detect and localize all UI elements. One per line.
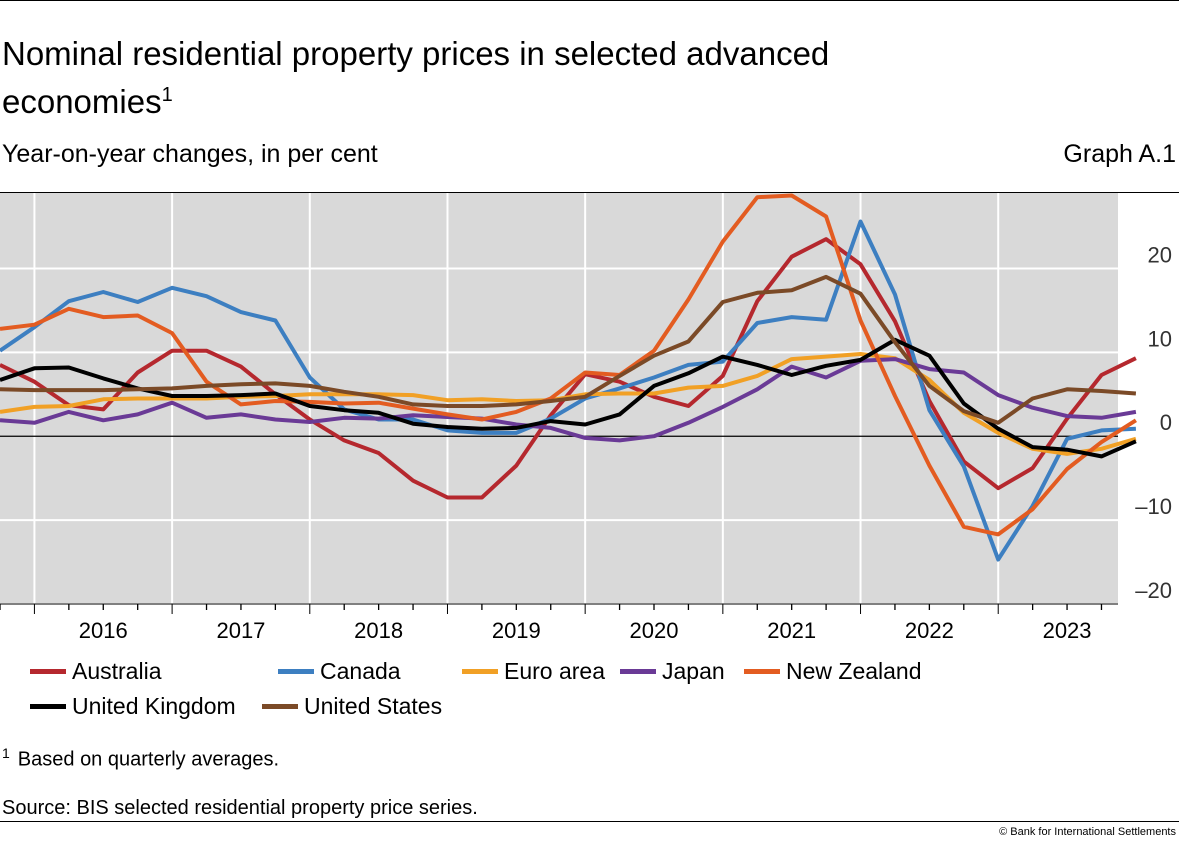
legend-item-canada: Canada xyxy=(278,658,401,685)
chart-subtitle: Year-on-year changes, in per cent xyxy=(2,140,378,168)
y-tick-label: 0 xyxy=(1160,410,1172,435)
x-tick-label: 2019 xyxy=(492,618,541,643)
legend-item-australia: Australia xyxy=(30,658,161,685)
legend-swatch xyxy=(30,669,66,674)
chart-title: Nominal residential property prices in s… xyxy=(2,30,1002,126)
x-tick-label: 2023 xyxy=(1043,618,1092,643)
x-tick-label: 2022 xyxy=(905,618,954,643)
x-tick-label: 2018 xyxy=(354,618,403,643)
y-tick-label: 10 xyxy=(1148,326,1172,351)
footnote-mark: 1 xyxy=(2,745,10,761)
legend-label: United States xyxy=(304,693,443,719)
axes: 2016 2017 2018 2019 2020 2021 2022 2023 20 10 0 –10… xyxy=(0,242,1172,643)
x-tick-label: 2017 xyxy=(216,618,265,643)
series-lines xyxy=(0,193,1137,562)
y-tick-label: –20 xyxy=(1135,578,1172,603)
legend-item-japan: Japan xyxy=(620,658,725,685)
series-line-united-states xyxy=(0,274,1137,425)
x-tick-label: 2016 xyxy=(79,618,128,643)
y-tick-label: –10 xyxy=(1135,494,1172,519)
legend-label: New Zealand xyxy=(786,658,922,684)
series-line-united-kingdom xyxy=(0,337,1137,459)
footnote-text: Based on quarterly averages. xyxy=(17,748,280,771)
legend-label: Euro area xyxy=(504,658,606,684)
series-line-canada xyxy=(0,219,1136,562)
legend-swatch xyxy=(462,669,498,674)
chart-title-text: Nominal residential property prices in s… xyxy=(2,35,830,120)
series-line-japan xyxy=(0,357,1137,443)
legend-item-united-states: United States xyxy=(262,693,442,720)
legend-label: Australia xyxy=(72,658,162,684)
legend-swatch xyxy=(262,704,298,709)
footnote: 1 Based on quarterly averages. xyxy=(2,745,279,772)
legend-swatch xyxy=(278,669,314,674)
y-tick-label: 20 xyxy=(1148,242,1172,267)
legend-swatch xyxy=(620,669,656,674)
source-note: Source: BIS selected residential propert… xyxy=(2,797,478,819)
legend-item-new-zealand: New Zealand xyxy=(744,658,922,685)
bottom-rule xyxy=(0,821,1179,822)
x-tick-label: 2021 xyxy=(767,618,816,643)
series-line-new-zealand xyxy=(0,193,1137,537)
legend-label: United Kingdom xyxy=(72,693,236,719)
line-chart: 2016 2017 2018 2019 2020 2021 2022 2023 20 10 0 –10… xyxy=(0,193,1172,643)
legend-swatch xyxy=(744,669,780,674)
legend-label: Japan xyxy=(662,658,725,684)
graph-id: Graph A.1 xyxy=(1063,140,1176,168)
top-rule xyxy=(0,0,1179,1)
legend-item-euro-area: Euro area xyxy=(462,658,605,685)
title-footnote-mark: 1 xyxy=(161,84,173,106)
legend-swatch xyxy=(30,704,66,709)
x-tick-label: 2020 xyxy=(630,618,679,643)
copyright: © Bank for International Settlements xyxy=(999,826,1176,838)
legend-label: Canada xyxy=(320,658,401,684)
header-rule xyxy=(0,192,1179,193)
series-line-australia xyxy=(0,237,1137,500)
legend-item-united-kingdom: United Kingdom xyxy=(30,693,236,720)
